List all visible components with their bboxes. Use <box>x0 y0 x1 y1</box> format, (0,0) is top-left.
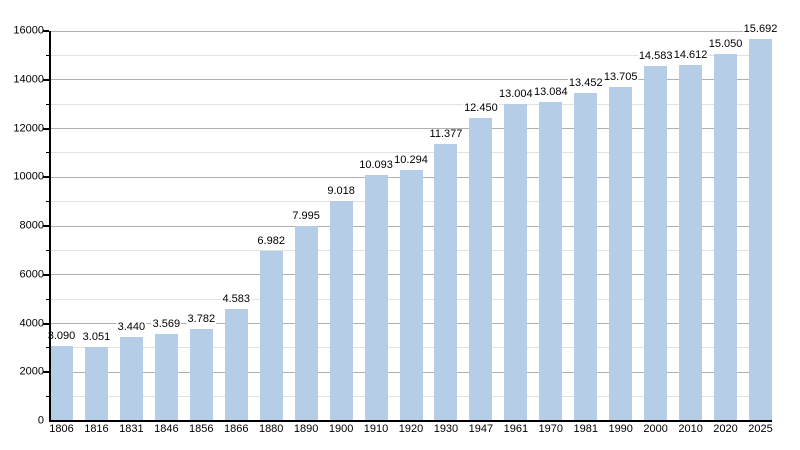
y-axis-tick-mark <box>46 347 49 349</box>
bar-value-label: 6.982 <box>256 235 286 247</box>
x-tick-label: 1930 <box>433 423 459 435</box>
x-tick-label: 1920 <box>398 423 424 435</box>
bar-value-label: 12.450 <box>463 102 499 114</box>
y-tick-label: 6000 <box>19 268 44 281</box>
y-axis-tick-mark <box>46 298 49 300</box>
bar-value-label: 3.569 <box>151 318 182 330</box>
y-axis-tick-mark <box>43 30 49 32</box>
y-tick-label: 10000 <box>13 170 44 183</box>
bar-2000 <box>644 66 668 421</box>
x-tick-label: 1947 <box>468 423 494 435</box>
y-axis-tick-mark <box>43 78 49 81</box>
bar-value-label: 3.782 <box>186 313 217 325</box>
bar-value-label: 15.692 <box>742 23 779 35</box>
bar-1970 <box>539 102 563 421</box>
bar-1961 <box>504 104 528 421</box>
x-tick-label: 2025 <box>748 423 773 435</box>
bar-1981 <box>574 93 598 421</box>
x-tick-label: 1831 <box>119 423 144 435</box>
bar-2020 <box>714 54 738 421</box>
y-tick-label: 14000 <box>13 73 44 86</box>
bar-1990 <box>609 87 633 421</box>
bar-value-label: 14.612 <box>672 49 709 61</box>
bar-value-label: 15.050 <box>707 38 744 50</box>
bar-value-label: 13.004 <box>498 88 534 100</box>
bar-1890 <box>294 226 318 421</box>
gridline-minor <box>50 152 772 154</box>
gridline-minor <box>50 54 772 56</box>
x-tick-label: 1990 <box>608 423 633 435</box>
bar-value-label: 13.452 <box>567 77 604 89</box>
x-tick-label: 1806 <box>49 423 74 435</box>
gridline-major <box>50 79 772 81</box>
bar-value-label: 13.084 <box>532 86 569 98</box>
gridline-major <box>50 30 772 32</box>
x-tick-label: 2020 <box>713 423 738 435</box>
x-tick-label: 1890 <box>293 423 319 435</box>
y-axis-tick-mark <box>46 249 49 251</box>
bar-value-label: 11.377 <box>428 128 464 140</box>
bar-value-label: 3.440 <box>116 321 147 333</box>
plot-area: 3.090 3.051 3.440 3.569 3.782 4.583 6.982 7.995… <box>46 24 779 421</box>
bar-1806 <box>50 346 73 421</box>
x-tick-label: 1816 <box>84 423 109 435</box>
x-tick-label: 1910 <box>363 423 389 435</box>
bar-1880 <box>259 251 283 421</box>
x-axis-line <box>49 420 772 422</box>
x-tick-label: 2000 <box>643 423 668 435</box>
y-axis-line <box>49 31 51 422</box>
y-tick-label: 16000 <box>13 24 44 37</box>
bar-1856 <box>189 329 213 421</box>
bar-value-label: 14.583 <box>637 50 674 62</box>
bar-2025 <box>749 39 772 421</box>
bar-value-label: 10.294 <box>393 154 429 166</box>
bar-1900 <box>329 201 353 421</box>
x-tick-label: 1900 <box>328 423 354 435</box>
bar-value-label: 3.090 <box>46 330 77 342</box>
bar-1816 <box>84 347 108 421</box>
bar-1831 <box>119 337 143 421</box>
bar-value-label: 4.583 <box>221 293 252 305</box>
bar-1846 <box>154 334 178 421</box>
bar-value-label: 9.018 <box>326 185 356 197</box>
x-tick-label: 1846 <box>154 423 179 435</box>
y-axis-tick-mark <box>46 54 49 56</box>
x-tick-label: 1970 <box>538 423 564 435</box>
x-tick-label: 1880 <box>258 423 284 435</box>
y-axis-tick-mark <box>46 103 49 105</box>
bar-2010 <box>679 65 703 421</box>
y-tick-label: 8000 <box>19 219 44 232</box>
y-axis-tick-mark <box>43 322 49 325</box>
y-axis-tick-mark <box>43 127 49 130</box>
bar-1920 <box>399 170 423 421</box>
y-axis-tick-mark <box>43 176 49 179</box>
x-tick-label: 1866 <box>224 423 249 435</box>
x-tick-label: 1981 <box>573 423 598 435</box>
bar-value-label: 3.051 <box>81 331 112 343</box>
x-tick-label: 2010 <box>678 423 703 435</box>
x-tick-label: 1856 <box>189 423 214 435</box>
y-axis-tick-mark <box>46 396 49 398</box>
y-tick-label: 4000 <box>19 317 44 329</box>
x-tick-label: 1961 <box>503 423 529 435</box>
y-axis-tick-mark <box>43 225 49 227</box>
bar-value-label: 13.705 <box>602 71 639 83</box>
bar-1910 <box>364 175 388 421</box>
y-axis-tick-mark <box>43 273 49 276</box>
bar-1866 <box>224 309 248 421</box>
gridline-minor <box>50 103 772 105</box>
y-tick-label: 12000 <box>13 122 44 134</box>
gridline-major <box>50 128 772 129</box>
y-tick-label: 2000 <box>19 365 44 378</box>
bar-1947 <box>469 118 493 421</box>
bar-value-label: 10.093 <box>358 159 394 171</box>
y-tick-label: 0 <box>37 414 44 427</box>
bar-1930 <box>434 144 458 421</box>
bar-value-label: 7.995 <box>291 210 321 222</box>
y-axis-tick-mark <box>46 152 49 154</box>
y-axis-tick-mark <box>43 371 49 374</box>
y-axis-tick-mark <box>46 201 49 203</box>
